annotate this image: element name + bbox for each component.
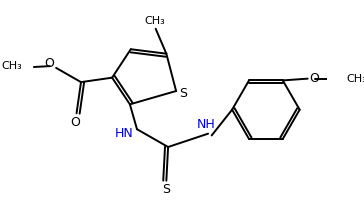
Text: HN: HN bbox=[115, 127, 134, 140]
Text: S: S bbox=[179, 87, 187, 100]
Text: O: O bbox=[71, 116, 80, 129]
Text: NH: NH bbox=[197, 118, 216, 131]
Text: CH₃: CH₃ bbox=[145, 16, 165, 26]
Text: S: S bbox=[162, 183, 170, 196]
Text: CH₃: CH₃ bbox=[347, 74, 364, 84]
Text: O: O bbox=[309, 72, 319, 85]
Text: O: O bbox=[44, 57, 54, 70]
Text: CH₃: CH₃ bbox=[1, 61, 22, 71]
